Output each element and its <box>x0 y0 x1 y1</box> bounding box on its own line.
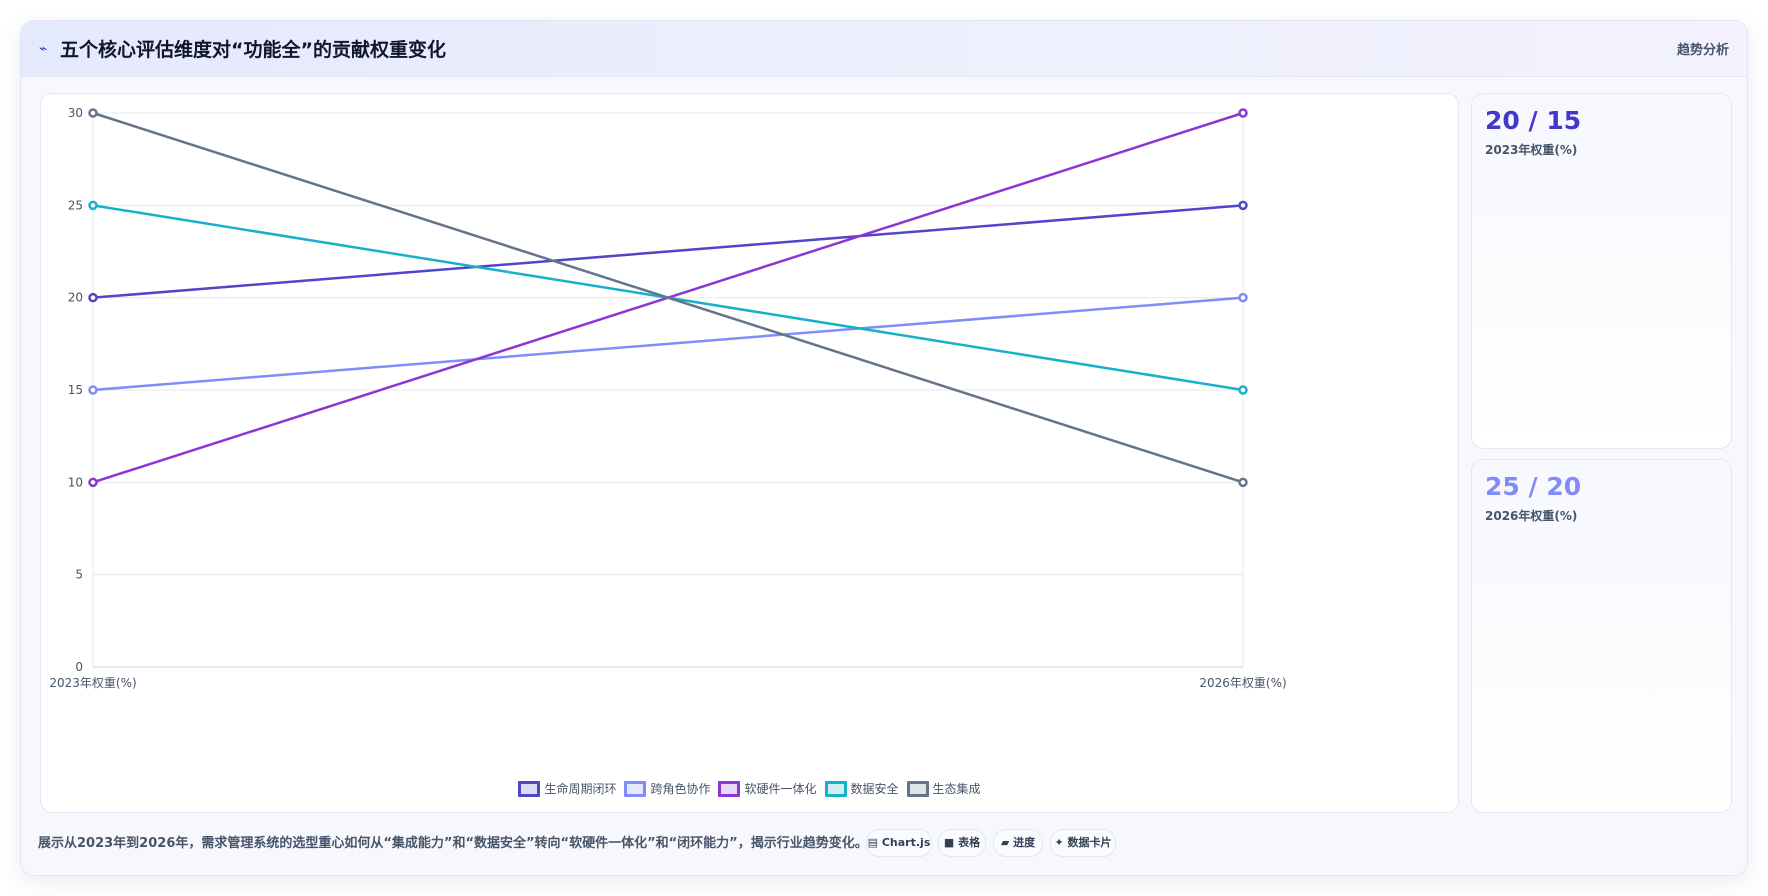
legend-label: 生态集成 <box>932 782 981 796</box>
legend-item[interactable]: 跨角色协作 <box>624 780 710 797</box>
legend-label: 数据安全 <box>850 782 899 796</box>
chart-title: 五个核心评估维度对“功能全”的贡献权重变化 <box>60 39 446 61</box>
tool-label: 数据卡片 <box>1067 836 1112 849</box>
legend-swatch <box>824 780 847 797</box>
data-point <box>88 477 98 488</box>
card-icon: ✦ <box>1054 836 1068 849</box>
series-line <box>92 296 1244 392</box>
kpi-value: 20 / 15 <box>1485 106 1582 135</box>
chart-icon: ▤ <box>867 836 882 849</box>
legend-label: 软硬件一体化 <box>744 782 817 796</box>
tool-label: 进度 <box>1013 836 1036 849</box>
chart-legend[interactable]: 生命周期闭环 跨角色协作 软硬件一体化 数据安全 生态集成 <box>41 780 1458 797</box>
x-tick-label: 2026年权重(%) <box>1199 676 1286 690</box>
data-point <box>1238 108 1248 118</box>
progress-icon: ▰ <box>1000 836 1014 849</box>
chart-description: 展示从2023年到2026年，需求管理系统的选型重心如何从“集成能力”和“数据安… <box>38 836 868 851</box>
tool-table-button[interactable]: ■ 表格 <box>938 829 986 857</box>
chart-card: ⌁ 五个核心评估维度对“功能全”的贡献权重变化 趋势分析 0 5 10 15 20 25 3… <box>20 20 1748 876</box>
data-point <box>88 385 98 395</box>
legend-label: 跨角色协作 <box>650 782 711 796</box>
legend-label: 生命周期闭环 <box>544 782 617 796</box>
activity-icon: ⌁ <box>39 41 48 57</box>
data-point <box>1238 292 1248 303</box>
data-point <box>1238 477 1248 488</box>
tool-label: Chart.js <box>881 836 931 849</box>
y-tick-label: 20 <box>68 291 83 305</box>
line-chart: 0 5 10 15 20 25 30 2023年权重(%) 2026年权重(%) <box>49 106 1286 690</box>
data-point <box>1238 200 1248 211</box>
tool-datacard-button[interactable]: ✦ 数据卡片 <box>1050 829 1116 857</box>
data-point <box>88 108 98 118</box>
kpi-card-2023: 20 / 15 2023年权重(%) <box>1471 93 1732 449</box>
table-icon: ■ <box>943 836 959 849</box>
tool-label: 表格 <box>958 836 981 849</box>
legend-swatch <box>518 780 541 797</box>
legend-swatch <box>718 780 741 797</box>
trend-analysis-badge: 趋势分析 <box>1676 43 1729 58</box>
legend-item[interactable]: 软硬件一体化 <box>718 780 817 797</box>
data-point <box>1238 385 1248 395</box>
y-tick-label: 5 <box>75 568 83 582</box>
tool-progress-button[interactable]: ▰ 进度 <box>993 829 1043 857</box>
series-line <box>92 111 1244 484</box>
card-header: ⌁ 五个核心评估维度对“功能全”的贡献权重变化 趋势分析 <box>21 21 1747 77</box>
legend-item[interactable]: 数据安全 <box>824 780 899 797</box>
y-tick-label: 0 <box>75 660 83 674</box>
legend-item[interactable]: 生态集成 <box>906 780 981 797</box>
data-point <box>88 292 98 303</box>
y-tick-label: 10 <box>68 475 83 489</box>
chart-panel: 0 5 10 15 20 25 30 2023年权重(%) 2026年权重(%) 生命周期闭环 跨… <box>40 93 1459 813</box>
series-line <box>92 204 1244 299</box>
y-tick-label: 25 <box>68 198 83 212</box>
kpi-card-2026: 25 / 20 2026年权重(%) <box>1471 459 1732 813</box>
x-tick-label: 2023年权重(%) <box>49 676 136 690</box>
legend-swatch <box>624 780 647 797</box>
kpi-value: 25 / 20 <box>1485 472 1582 501</box>
data-point <box>88 200 98 211</box>
y-tick-label: 30 <box>68 106 83 120</box>
legend-item[interactable]: 生命周期闭环 <box>518 780 616 797</box>
kpi-label: 2023年权重(%) <box>1485 143 1578 157</box>
legend-swatch <box>906 780 929 797</box>
tool-chartjs-button[interactable]: ▤ Chart.js <box>866 829 932 857</box>
kpi-label: 2026年权重(%) <box>1485 509 1578 523</box>
y-tick-label: 15 <box>68 383 83 397</box>
